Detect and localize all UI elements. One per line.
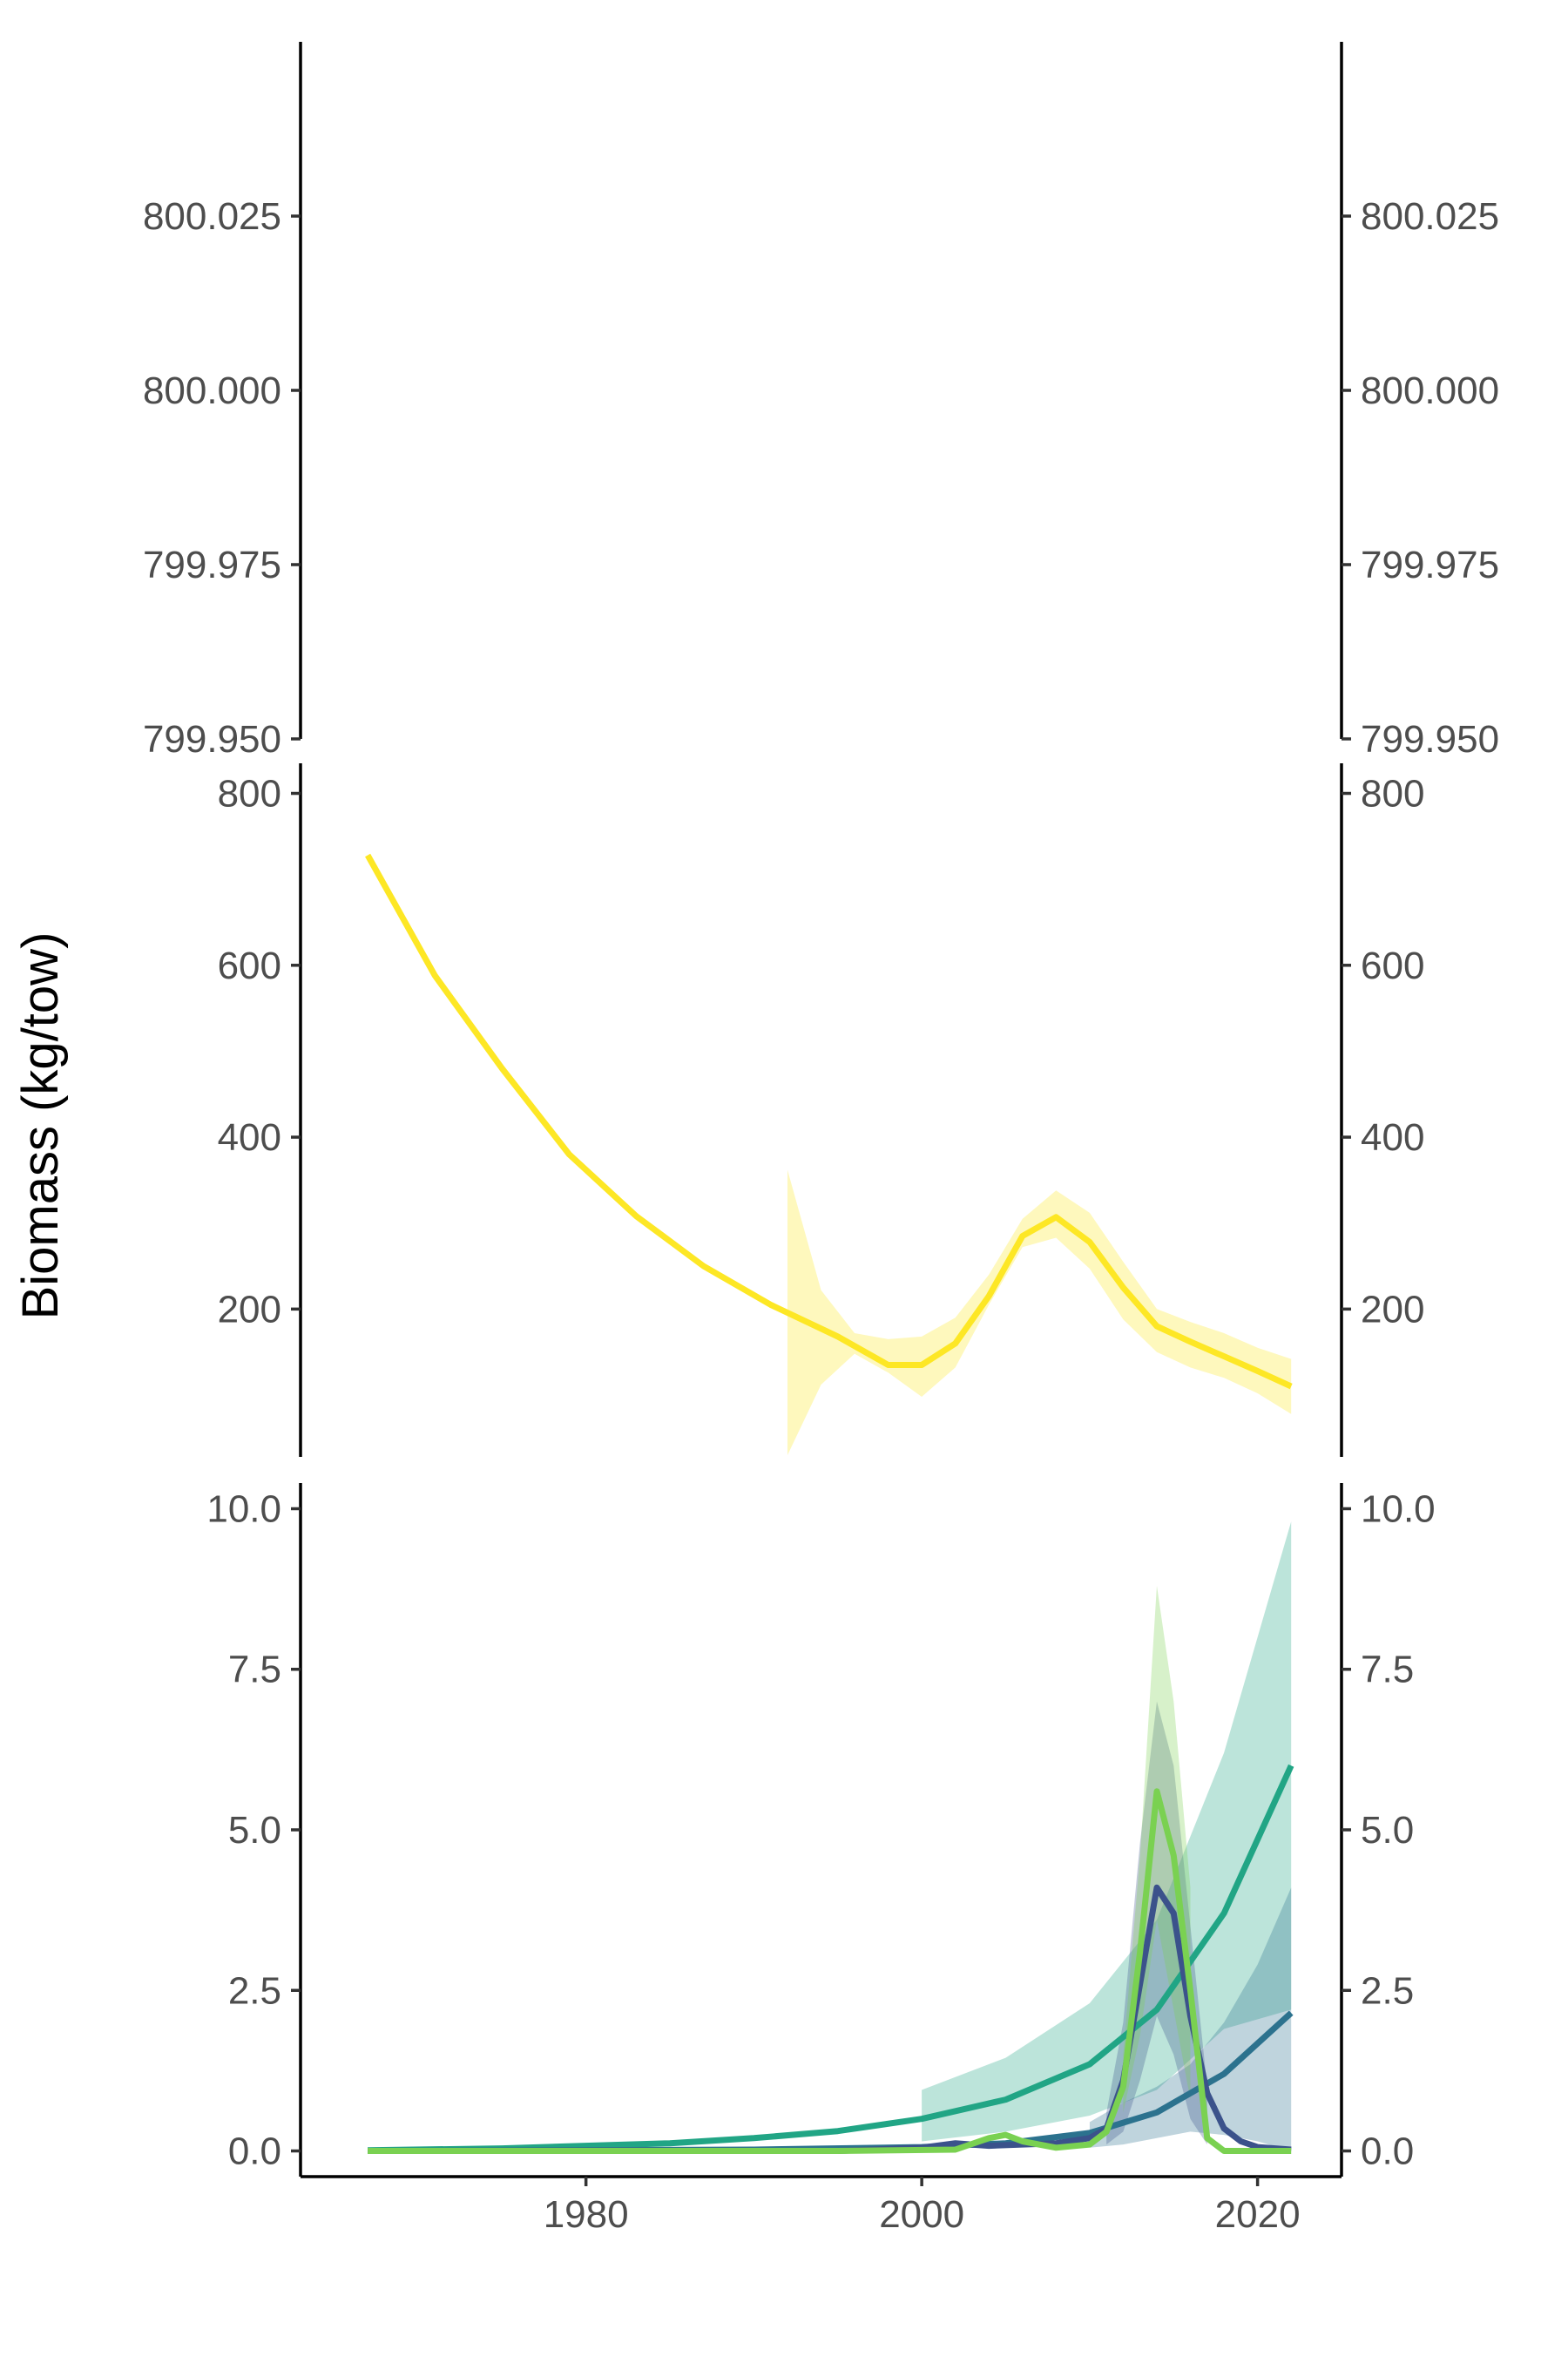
panel-3-data	[368, 1521, 1294, 2154]
y-tick-label-left: 400	[218, 1116, 281, 1159]
y-tick-label-right: 200	[1361, 1288, 1424, 1331]
y-tick-label-left: 2.5	[228, 1969, 281, 2012]
y-tick-label-right: 600	[1361, 945, 1424, 987]
y-tick-label-left: 7.5	[228, 1649, 281, 1691]
panels-layer: 799.950 799.950 799.975 799.975 800.000 800.0…	[143, 42, 1499, 2177]
y-tick-label-left: 10.0	[206, 1487, 281, 1530]
y-tick-label-right: 7.5	[1361, 1649, 1414, 1691]
y-tick-label-right: 800	[1361, 773, 1424, 816]
y-tick-label-right: 800.000	[1361, 369, 1499, 412]
panel-1: 799.950 799.950 799.975 799.975 800.000 800.0…	[143, 42, 1499, 761]
y-tick-label-right: 799.975	[1361, 544, 1499, 586]
panel-2-data	[365, 853, 1293, 1455]
y-tick-label-left: 799.975	[143, 544, 281, 586]
series-line-2-1	[365, 853, 1293, 1390]
panel-3: 0.0 0.0 2.5 2.5 5.0 5.0 7.5 7.5 10.0 10.0	[206, 1483, 1436, 2177]
x-tick-label: 2020	[1215, 2193, 1301, 2236]
y-tick-label-left: 800.025	[143, 195, 281, 238]
y-tick-label-left: 799.950	[143, 718, 281, 761]
y-tick-label-left: 0.0	[228, 2130, 281, 2173]
y-tick-label-right: 799.950	[1361, 718, 1499, 761]
confidence-band-3-1	[922, 1521, 1292, 2142]
panel-2: 200 200 400 400 600 600 800 800	[218, 763, 1424, 1457]
series-line-3-4	[368, 1788, 1292, 2154]
y-tick-label-right: 400	[1361, 1116, 1424, 1159]
y-tick-label-left: 200	[218, 1288, 281, 1331]
x-tick-label: 2000	[879, 2193, 964, 2236]
y-tick-label-right: 2.5	[1361, 1969, 1414, 2012]
y-tick-label-left: 600	[218, 945, 281, 987]
y-tick-label-right: 800.025	[1361, 195, 1499, 238]
y-tick-label-left: 800	[218, 773, 281, 816]
y-axis-title: Biomass (kg/tow)	[12, 932, 69, 1320]
confidence-band-2-1	[787, 1169, 1292, 1455]
x-axis: 1980 2000 2020	[301, 2175, 1342, 2236]
y-tick-label-right: 10.0	[1361, 1487, 1436, 1530]
series-line-3-1	[368, 1764, 1294, 2154]
y-tick-label-left: 5.0	[228, 1809, 281, 1852]
y-tick-label-left: 800.000	[143, 369, 281, 412]
x-tick-label: 1980	[544, 2193, 629, 2236]
y-tick-label-right: 0.0	[1361, 2130, 1414, 2173]
confidence-band-3-2	[1089, 1887, 1292, 2151]
y-tick-label-right: 5.0	[1361, 1809, 1414, 1852]
